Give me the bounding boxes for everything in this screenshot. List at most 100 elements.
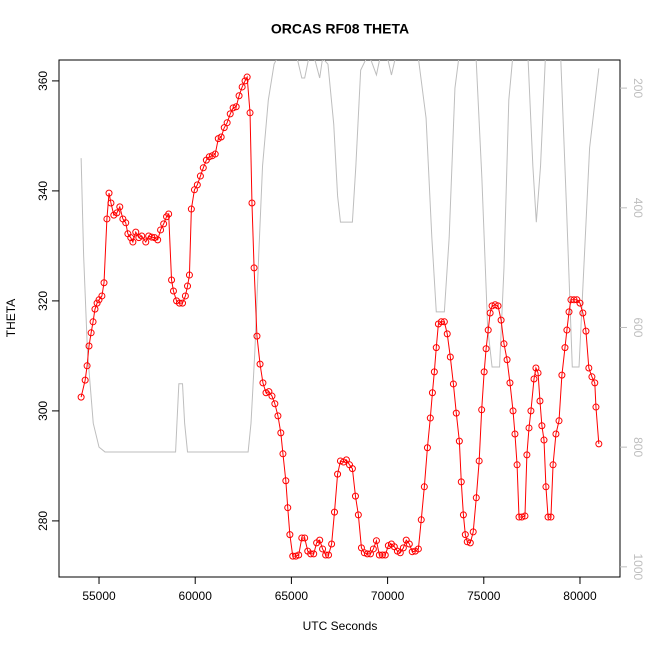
data-point (348, 465, 356, 473)
data-point (160, 220, 168, 228)
data-point (482, 345, 490, 353)
data-point (420, 483, 428, 491)
data-point (527, 407, 535, 415)
data-point (592, 403, 600, 411)
data-point (518, 513, 526, 521)
data-point (328, 540, 336, 548)
y-tick-label: 300 (36, 401, 50, 421)
data-point (480, 368, 488, 376)
data-point (452, 409, 460, 417)
data-point (497, 316, 505, 324)
data-point (196, 172, 204, 180)
data-point (369, 545, 377, 553)
y2-tick-label: 1000 (631, 553, 645, 580)
data-point (570, 296, 578, 304)
data-point (342, 456, 350, 464)
data-point (443, 330, 451, 338)
data-point (138, 232, 146, 240)
y2-tick-label: 400 (631, 198, 645, 218)
data-point (513, 461, 521, 469)
data-line (80, 75, 600, 557)
data-point (540, 436, 548, 444)
data-point (530, 375, 538, 383)
data-point (509, 407, 517, 415)
data-point (185, 271, 193, 279)
data-point (87, 329, 95, 337)
data-point (440, 318, 448, 326)
data-point (165, 210, 173, 218)
x-tick-label: 70000 (371, 589, 405, 603)
data-point (184, 282, 192, 290)
data-point (503, 356, 511, 364)
data-point (463, 538, 471, 546)
data-point (414, 545, 422, 553)
data-point (286, 531, 294, 539)
y2-tick-label: 600 (631, 317, 645, 337)
x-tick-label: 60000 (179, 589, 213, 603)
data-point (85, 342, 93, 350)
data-point (113, 209, 121, 217)
data-point (472, 494, 480, 502)
x-tick-label: 65000 (275, 589, 309, 603)
data-point (157, 226, 165, 234)
data-point (142, 238, 150, 246)
x-tick-label: 80000 (563, 589, 597, 603)
data-point (241, 77, 249, 85)
data-point (494, 302, 502, 310)
data-point (558, 371, 566, 379)
data-point (91, 305, 99, 313)
data-point (105, 189, 113, 197)
data-point (351, 492, 359, 500)
data-point (316, 536, 324, 544)
data-point (169, 287, 177, 295)
data-point (217, 133, 225, 141)
data-point (330, 508, 338, 516)
data-point (81, 376, 89, 384)
data-point (585, 364, 593, 372)
data-point (457, 478, 465, 486)
data-point (500, 340, 508, 348)
data-point (459, 511, 467, 519)
data-point (179, 299, 187, 307)
data-point (478, 406, 486, 414)
data-point (148, 233, 156, 241)
data-point (199, 164, 207, 172)
chart-title: ORCAS RF08 THETA (271, 21, 409, 37)
data-point (175, 299, 183, 307)
data-point (399, 544, 407, 552)
y-tick-label: 360 (36, 71, 50, 91)
data-point (372, 537, 380, 545)
data-point (89, 318, 97, 326)
data-point (298, 534, 306, 542)
data-point (486, 309, 494, 317)
x-tick-label: 75000 (467, 589, 501, 603)
data-point (378, 551, 386, 559)
data-point (595, 440, 603, 448)
data-point (256, 360, 264, 368)
data-point (301, 534, 309, 542)
data-point (205, 153, 213, 161)
data-point (232, 103, 240, 111)
data-point (423, 444, 431, 452)
data-point (426, 414, 434, 422)
data-point (549, 461, 557, 469)
data-point (428, 389, 436, 397)
data-point (544, 513, 552, 521)
data-point (576, 299, 584, 307)
data-point (253, 332, 261, 340)
data-point (83, 362, 91, 370)
data-point (432, 344, 440, 352)
data-point (417, 516, 425, 524)
data-point (77, 393, 85, 401)
data-point (248, 199, 256, 207)
data-point (484, 326, 492, 334)
x-tick-label: 55000 (82, 589, 116, 603)
data-point (588, 373, 596, 381)
data-point (552, 430, 560, 438)
data-point (284, 504, 292, 512)
data-point (506, 379, 514, 387)
data-point (154, 236, 162, 244)
data-point (107, 199, 115, 207)
data-point (229, 104, 237, 112)
